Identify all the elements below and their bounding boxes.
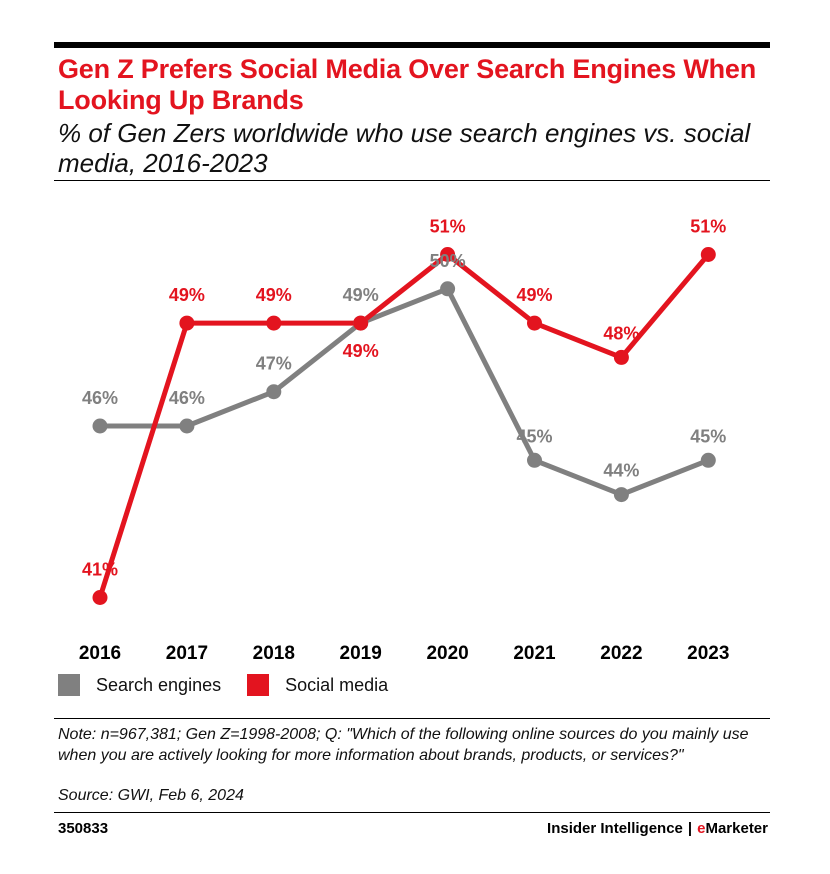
point-search-2021 (527, 452, 542, 468)
point-search-2018 (266, 384, 282, 400)
data-label-search-2017: 46% (169, 388, 205, 408)
x-tick-label-2020: 2020 (426, 643, 468, 664)
point-social-2016 (92, 590, 108, 605)
legend: Search engines Social media (58, 674, 414, 696)
footnote: Note: n=967,381; Gen Z=1998-2008; Q: "Wh… (58, 726, 749, 764)
point-social-2021 (527, 315, 542, 331)
data-label-search-2020: 50% (430, 251, 466, 271)
data-label-social-2017: 49% (169, 285, 205, 305)
source-line: Source: GWI, Feb 6, 2024 (58, 787, 244, 804)
brand-separator: | (687, 820, 693, 837)
brand-e: e (697, 820, 706, 837)
brand-marketer: Marketer (705, 820, 768, 837)
legend-swatch-social (247, 674, 270, 696)
data-label-search-2021: 45% (516, 426, 552, 446)
point-social-2023 (700, 247, 716, 262)
legend-label-social: Social media (285, 674, 389, 695)
point-search-2023 (700, 452, 716, 468)
x-tick-label-2023: 2023 (687, 643, 729, 664)
point-social-2020 (440, 247, 456, 262)
x-tick-label-2018: 2018 (253, 643, 295, 664)
chart-title: Gen Z Prefers Social Media Over Search E… (58, 54, 757, 115)
x-tick-label-2019: 2019 (340, 643, 382, 664)
series-line-search (97, 286, 711, 498)
x-tick-label-2021: 2021 (513, 643, 556, 664)
point-social-2019 (353, 315, 369, 331)
x-tick-label-2022: 2022 (600, 643, 642, 664)
brand-name: Insider Intelligence (547, 820, 683, 837)
data-label-social-2016: 41% (82, 560, 118, 580)
series-line-social (97, 252, 711, 600)
legend-item-social: Social media (247, 674, 388, 696)
data-label-search-2022: 44% (603, 461, 639, 481)
x-tick-label-2017: 2017 (166, 643, 208, 664)
point-social-2018 (266, 315, 282, 331)
point-search-2016 (92, 418, 108, 434)
data-label-social-2018: 49% (256, 285, 292, 305)
chart-subtitle: % of Gen Zers worldwide who use search e… (58, 118, 751, 178)
data-label-social-2023: 51% (690, 217, 726, 237)
bottom-rule (54, 812, 770, 813)
brand-logo: Insider Intelligence | eMarketer (547, 820, 768, 837)
data-label-search-2016: 46% (82, 388, 118, 408)
chart-id: 350833 (58, 820, 109, 837)
x-tick-label-2016: 2016 (79, 643, 121, 664)
data-label-social-2020: 51% (430, 217, 466, 237)
point-search-2020 (440, 281, 456, 297)
point-social-2017 (179, 315, 195, 331)
point-search-2017 (179, 418, 195, 434)
data-label-search-2019: 49% (343, 285, 379, 305)
data-label-search-2018: 47% (256, 354, 292, 374)
legend-item-search: Search engines (58, 674, 221, 696)
legend-label-search: Search engines (96, 674, 222, 695)
legend-swatch-search (58, 674, 80, 696)
data-label-social-2019: 49% (343, 341, 379, 361)
point-social-2022 (613, 349, 629, 365)
note-rule (54, 718, 770, 719)
top-rule (54, 42, 770, 48)
subtitle-rule (54, 180, 770, 181)
data-label-search-2023: 45% (690, 426, 726, 446)
data-label-social-2022: 48% (603, 323, 639, 343)
data-label-social-2021: 49% (516, 285, 552, 305)
point-search-2022 (613, 487, 629, 503)
